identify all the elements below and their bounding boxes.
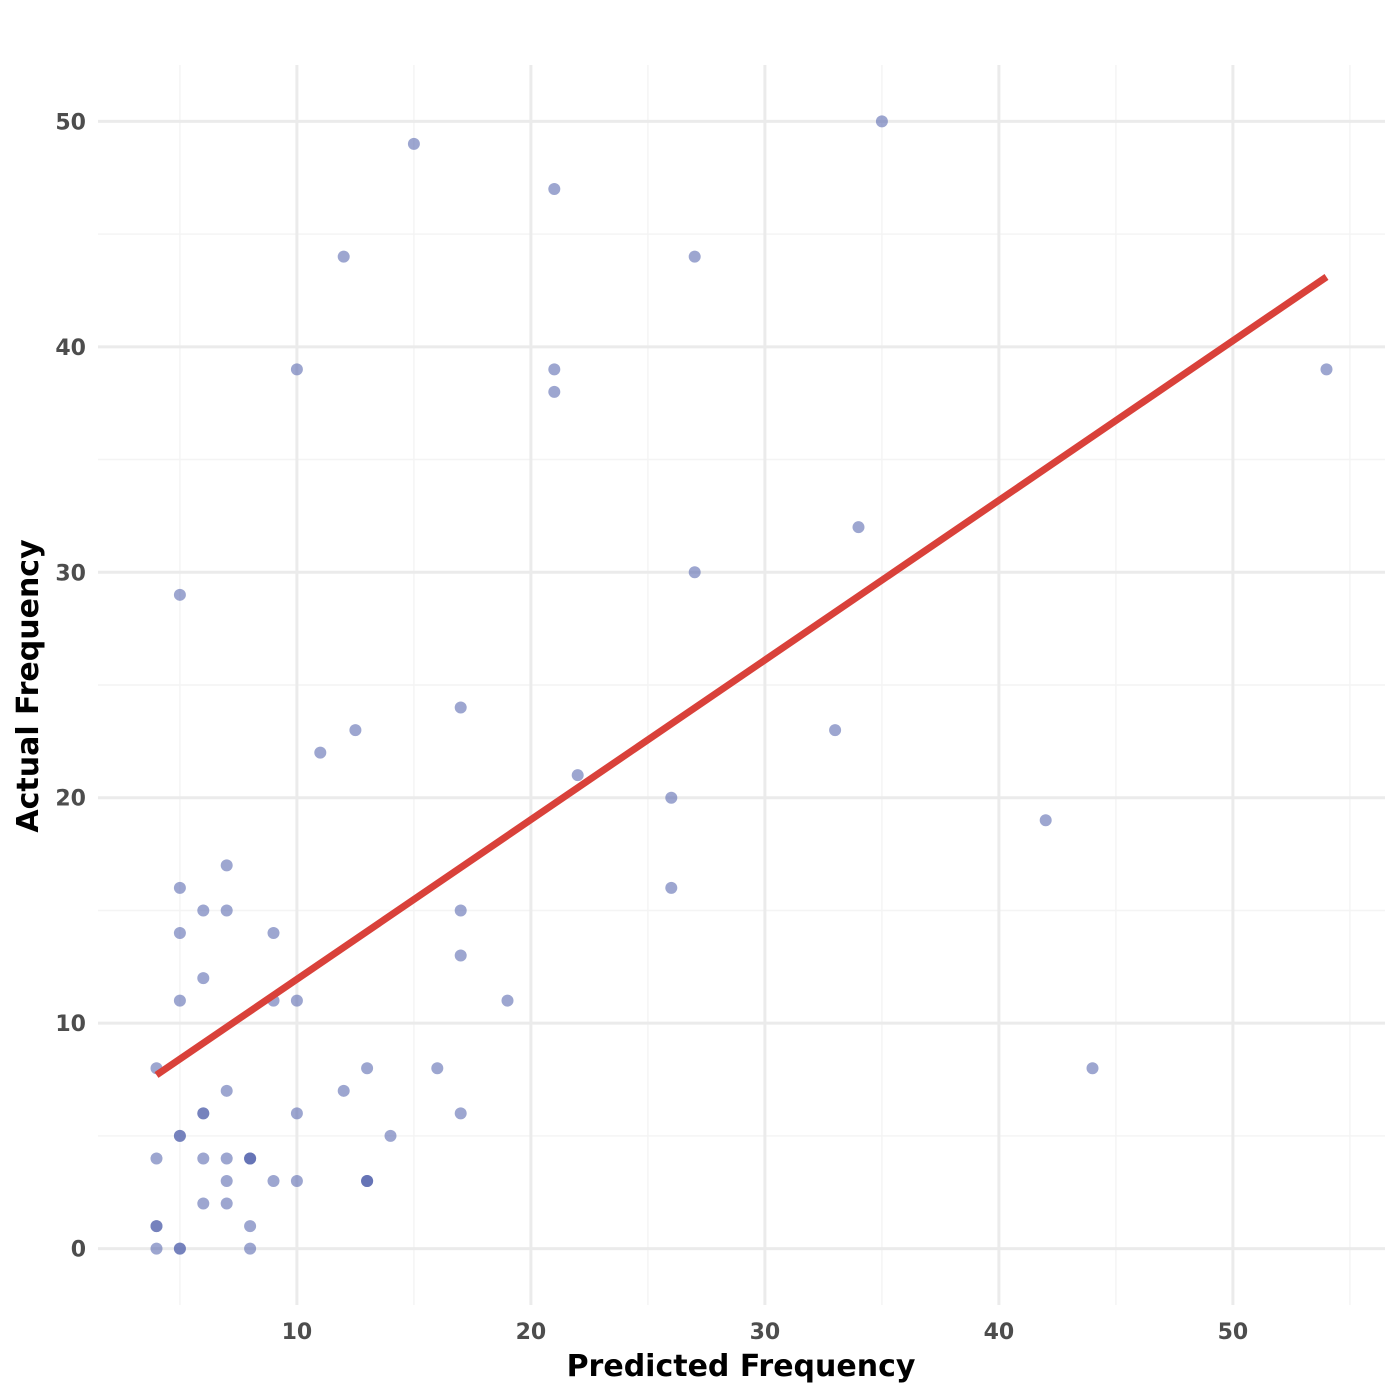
data-point: [361, 1175, 374, 1187]
data-point: [173, 927, 186, 939]
fit-line-layer: [154, 274, 1329, 1078]
data-point: [173, 588, 186, 601]
major-gridlines: [98, 65, 1385, 1305]
data-point: [150, 1242, 163, 1255]
data-point: [173, 1242, 186, 1255]
data-point: [220, 904, 233, 917]
data-point: [220, 1152, 233, 1165]
data-point: [173, 994, 186, 1007]
data-point: [244, 1220, 257, 1233]
regression-line: [154, 274, 1329, 1078]
points-layer: [150, 115, 1333, 1255]
data-point: [244, 1152, 257, 1165]
x-tick-labels: 10 20 30 40 50: [282, 1320, 1249, 1345]
data-point: [290, 994, 303, 1007]
y-tick-label: 50: [55, 110, 86, 135]
data-point: [665, 791, 678, 804]
data-point: [337, 250, 350, 263]
x-tick-label: 30: [750, 1320, 781, 1345]
data-point: [875, 115, 888, 128]
data-point: [150, 1220, 163, 1233]
data-point: [384, 1129, 397, 1142]
data-point: [220, 1175, 233, 1187]
data-point: [454, 904, 467, 917]
data-point: [548, 363, 561, 376]
x-tick-label: 10: [282, 1320, 313, 1345]
x-axis-title: Predicted Frequency: [567, 1349, 916, 1384]
data-point: [454, 949, 467, 962]
data-point: [290, 1175, 303, 1187]
data-point: [290, 363, 303, 376]
y-tick-label: 10: [55, 1012, 86, 1037]
data-point: [267, 927, 280, 939]
data-point: [665, 881, 678, 894]
x-tick-label: 20: [516, 1320, 547, 1345]
data-point: [220, 1197, 233, 1210]
data-point: [407, 137, 420, 150]
data-point: [337, 1084, 350, 1097]
y-tick-label: 20: [55, 787, 86, 812]
data-point: [197, 1107, 210, 1120]
y-tick-labels: 0 10 20 30 40 50: [55, 110, 86, 1262]
y-axis-title: Actual Frequency: [11, 539, 46, 833]
data-point: [431, 1062, 444, 1075]
data-point: [548, 183, 561, 195]
data-point: [688, 566, 701, 579]
data-point: [220, 1084, 233, 1097]
data-point: [150, 1152, 163, 1165]
data-point: [454, 1107, 467, 1120]
data-point: [1320, 363, 1333, 376]
data-point: [173, 1129, 186, 1142]
data-point: [197, 972, 210, 985]
data-point: [349, 724, 362, 737]
data-point: [501, 994, 514, 1007]
data-point: [548, 385, 561, 398]
minor-gridlines: [98, 65, 1385, 1305]
data-point: [267, 1175, 280, 1187]
data-point: [1086, 1062, 1099, 1075]
data-point: [244, 1242, 257, 1255]
data-point: [173, 881, 186, 894]
data-point: [852, 521, 865, 534]
data-point: [197, 904, 210, 917]
data-point: [571, 769, 584, 782]
y-tick-label: 40: [55, 336, 86, 361]
data-point: [290, 1107, 303, 1120]
y-tick-label: 0: [71, 1238, 86, 1263]
data-point: [197, 1152, 210, 1165]
data-point: [197, 1197, 210, 1210]
data-point: [361, 1062, 374, 1075]
data-point: [454, 701, 467, 714]
data-point: [829, 724, 842, 737]
data-point: [220, 859, 233, 872]
data-point: [1039, 814, 1052, 827]
y-tick-label: 30: [55, 561, 86, 586]
data-point: [314, 746, 327, 759]
x-tick-label: 40: [984, 1320, 1015, 1345]
data-point: [688, 250, 701, 263]
x-tick-label: 50: [1218, 1320, 1249, 1345]
